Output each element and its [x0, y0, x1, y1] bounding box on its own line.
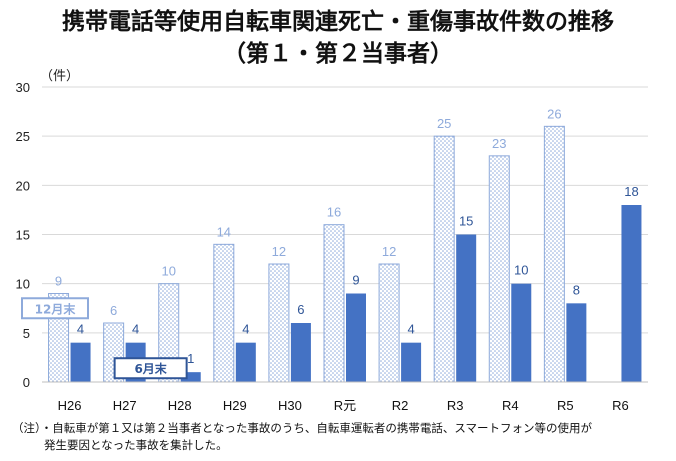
bar-series1: [213, 243, 235, 383]
y-tick-label: 30: [16, 80, 30, 95]
x-tick-label: R5: [557, 398, 574, 413]
data-label-series1: 23: [492, 136, 506, 151]
x-tick-label: R元: [334, 398, 356, 413]
data-label-series1: 16: [327, 205, 341, 220]
y-tick-label: 5: [23, 326, 30, 341]
bar-series2: [180, 372, 201, 382]
x-tick-label: H26: [58, 398, 82, 413]
data-label-series2: 18: [624, 184, 638, 199]
bar-series1: [323, 224, 345, 383]
callout-box: [21, 297, 89, 320]
callout-label: 6月末: [134, 361, 167, 376]
footnote-line2: 発生要因となった事故を集計した。: [44, 438, 228, 452]
data-label-series1: 14: [217, 224, 231, 239]
bar-series1: [488, 155, 510, 383]
bar-series1: [543, 125, 565, 383]
x-tick-label: H29: [223, 398, 247, 413]
data-label-series2: 10: [514, 263, 528, 278]
bar-series2: [346, 293, 366, 382]
x-tick-label: H30: [278, 398, 302, 413]
data-label-series2: 9: [352, 273, 359, 288]
y-tick-label: 15: [16, 228, 30, 243]
callout-label: 12月末: [35, 301, 77, 316]
y-tick-label: 25: [16, 129, 30, 144]
y-axis-label: （件）: [40, 68, 79, 83]
data-label-series2: 4: [77, 322, 84, 337]
data-label-series1: 6: [110, 303, 117, 318]
data-label-series2: 4: [242, 322, 249, 337]
bar-series2: [401, 342, 422, 382]
data-label-series2: 6: [297, 302, 304, 317]
bar-series1: [268, 263, 290, 383]
chart-title: 携帯電話等使用自転車関連死亡・重傷事故件数の推移 （第１・第２当事者）: [0, 6, 676, 70]
callout-box: [113, 357, 188, 380]
axes: 0 5 10 15 20 25 30 （件） H26 H27 H28 H29 H30 R元 R2 R3 R4 R5…: [16, 68, 648, 413]
x-tick-label: R4: [502, 398, 519, 413]
x-tick-label: H27: [113, 398, 137, 413]
data-label-series1: 9: [55, 274, 62, 289]
bar-series2: [70, 342, 91, 382]
data-label-series2: 8: [573, 282, 580, 297]
bar-series1: [433, 135, 455, 383]
data-label-series2: 15: [459, 214, 473, 229]
data-label-series1: 12: [382, 244, 396, 259]
callouts: 12月末 6月末: [21, 297, 188, 380]
chart-title-line1: 携帯電話等使用自転車関連死亡・重傷事故件数の推移: [62, 9, 614, 35]
bar-series2: [511, 283, 532, 382]
y-tick-label: 10: [16, 277, 30, 292]
data-label-series1: 12: [272, 244, 286, 259]
chart-title-line2: （第１・第２当事者）: [223, 41, 453, 67]
bar-series1: [378, 263, 400, 383]
x-tick-label: R3: [447, 398, 464, 413]
bar-series2: [621, 205, 642, 382]
data-label-series1: 26: [547, 106, 561, 121]
x-tick-label: R6: [612, 398, 629, 413]
data-label-series1: 25: [437, 116, 451, 131]
bar-series2: [566, 303, 587, 382]
data-label-series2: 1: [187, 351, 194, 366]
x-tick-label: H28: [168, 398, 192, 413]
bar-series2: [235, 342, 256, 382]
y-tick-label: 0: [23, 375, 30, 390]
data-label-series2: 4: [132, 322, 139, 337]
footnote: （注）・自転車が第１又は第２当事者となった事故のうち、自転車運転者の携帯電話、ス…: [12, 420, 592, 454]
data-label-series2: 4: [407, 322, 414, 337]
data-label-series1: 10: [161, 264, 175, 279]
footnote-line1: （注）・自転車が第１又は第２当事者となった事故のうち、自転車運転者の携帯電話、ス…: [12, 421, 593, 435]
x-tick-label: R2: [392, 398, 409, 413]
bars: [48, 125, 642, 383]
bar-series2: [290, 323, 311, 382]
y-tick-label: 20: [16, 178, 30, 193]
bar-series2: [456, 234, 477, 382]
